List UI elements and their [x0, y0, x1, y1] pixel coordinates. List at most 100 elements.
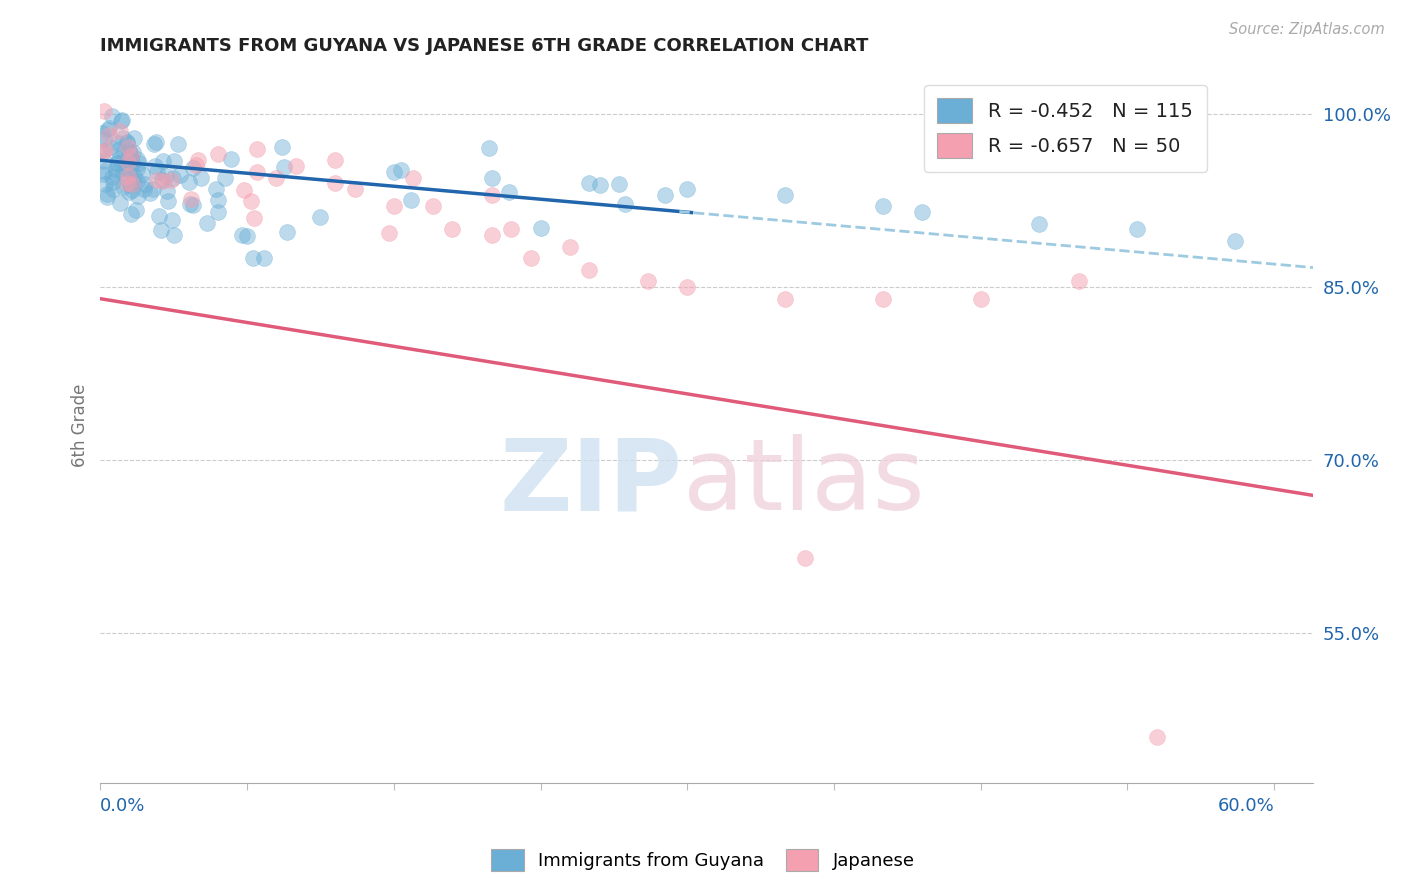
- Point: [101, 176, 124, 190]
- Point: [1126, 222, 1149, 236]
- Point: [246, 165, 269, 179]
- Point: [162, 171, 184, 186]
- Point: [146, 172, 169, 186]
- Point: [112, 145, 135, 159]
- Point: [127, 188, 149, 202]
- Point: [167, 136, 190, 151]
- Point: [637, 274, 659, 288]
- Point: [96, 190, 118, 204]
- Point: [100, 109, 122, 123]
- Point: [104, 162, 127, 177]
- Point: [107, 155, 129, 169]
- Point: [382, 165, 405, 179]
- Point: [125, 174, 148, 188]
- Point: [134, 182, 156, 196]
- Point: [1067, 274, 1090, 288]
- Point: [117, 144, 139, 158]
- Point: [578, 263, 600, 277]
- Point: [101, 170, 124, 185]
- Point: [125, 153, 148, 167]
- Point: [155, 169, 177, 184]
- Point: [93, 144, 115, 158]
- Point: [143, 159, 166, 173]
- Point: [145, 135, 167, 149]
- Point: [1146, 730, 1168, 744]
- Point: [117, 169, 139, 183]
- Point: [125, 162, 148, 177]
- Point: [111, 113, 134, 128]
- Point: [107, 152, 129, 166]
- Point: [214, 170, 236, 185]
- Point: [242, 252, 264, 266]
- Point: [676, 182, 699, 196]
- Point: [155, 184, 177, 198]
- Point: [607, 177, 630, 191]
- Point: [389, 162, 412, 177]
- Point: [231, 227, 253, 242]
- Point: [110, 113, 132, 128]
- Point: [97, 128, 120, 142]
- Point: [152, 173, 174, 187]
- Point: [105, 166, 128, 180]
- Point: [1223, 234, 1246, 248]
- Point: [243, 211, 266, 225]
- Point: [93, 154, 115, 169]
- Point: [111, 131, 134, 145]
- Point: [118, 185, 141, 199]
- Legend: R = -0.452   N = 115, R = -0.657   N = 50: R = -0.452 N = 115, R = -0.657 N = 50: [924, 85, 1206, 172]
- Point: [205, 182, 228, 196]
- Point: [614, 197, 637, 211]
- Point: [207, 205, 229, 219]
- Point: [152, 173, 174, 187]
- Point: [91, 145, 114, 159]
- Point: [481, 228, 503, 243]
- Point: [107, 136, 129, 151]
- Point: [117, 176, 139, 190]
- Text: 60.0%: 60.0%: [1218, 797, 1274, 815]
- Point: [793, 551, 815, 566]
- Point: [207, 147, 229, 161]
- Point: [179, 175, 201, 189]
- Point: [111, 179, 134, 194]
- Point: [285, 159, 308, 173]
- Point: [382, 199, 405, 213]
- Point: [120, 149, 142, 163]
- Point: [108, 124, 131, 138]
- Point: [103, 182, 125, 196]
- Point: [276, 225, 298, 239]
- Point: [323, 177, 346, 191]
- Point: [160, 173, 183, 187]
- Point: [654, 188, 676, 202]
- Point: [530, 221, 553, 235]
- Point: [115, 136, 138, 150]
- Point: [187, 153, 209, 168]
- Point: [93, 104, 115, 119]
- Point: [239, 194, 262, 208]
- Point: [163, 154, 186, 169]
- Text: ZIP: ZIP: [499, 434, 682, 532]
- Point: [121, 154, 143, 169]
- Point: [91, 167, 114, 181]
- Text: 0.0%: 0.0%: [100, 797, 146, 815]
- Point: [253, 252, 276, 266]
- Point: [149, 222, 172, 236]
- Point: [117, 140, 139, 154]
- Point: [773, 292, 796, 306]
- Text: atlas: atlas: [682, 434, 924, 532]
- Point: [179, 197, 201, 211]
- Point: [152, 154, 174, 169]
- Point: [117, 155, 139, 169]
- Point: [872, 199, 894, 213]
- Point: [589, 178, 612, 192]
- Point: [160, 212, 183, 227]
- Point: [186, 158, 208, 172]
- Point: [115, 173, 138, 187]
- Point: [498, 185, 520, 199]
- Point: [481, 170, 503, 185]
- Point: [121, 183, 143, 197]
- Point: [120, 150, 142, 164]
- Point: [309, 211, 332, 225]
- Point: [422, 199, 444, 213]
- Point: [120, 207, 142, 221]
- Point: [93, 132, 115, 146]
